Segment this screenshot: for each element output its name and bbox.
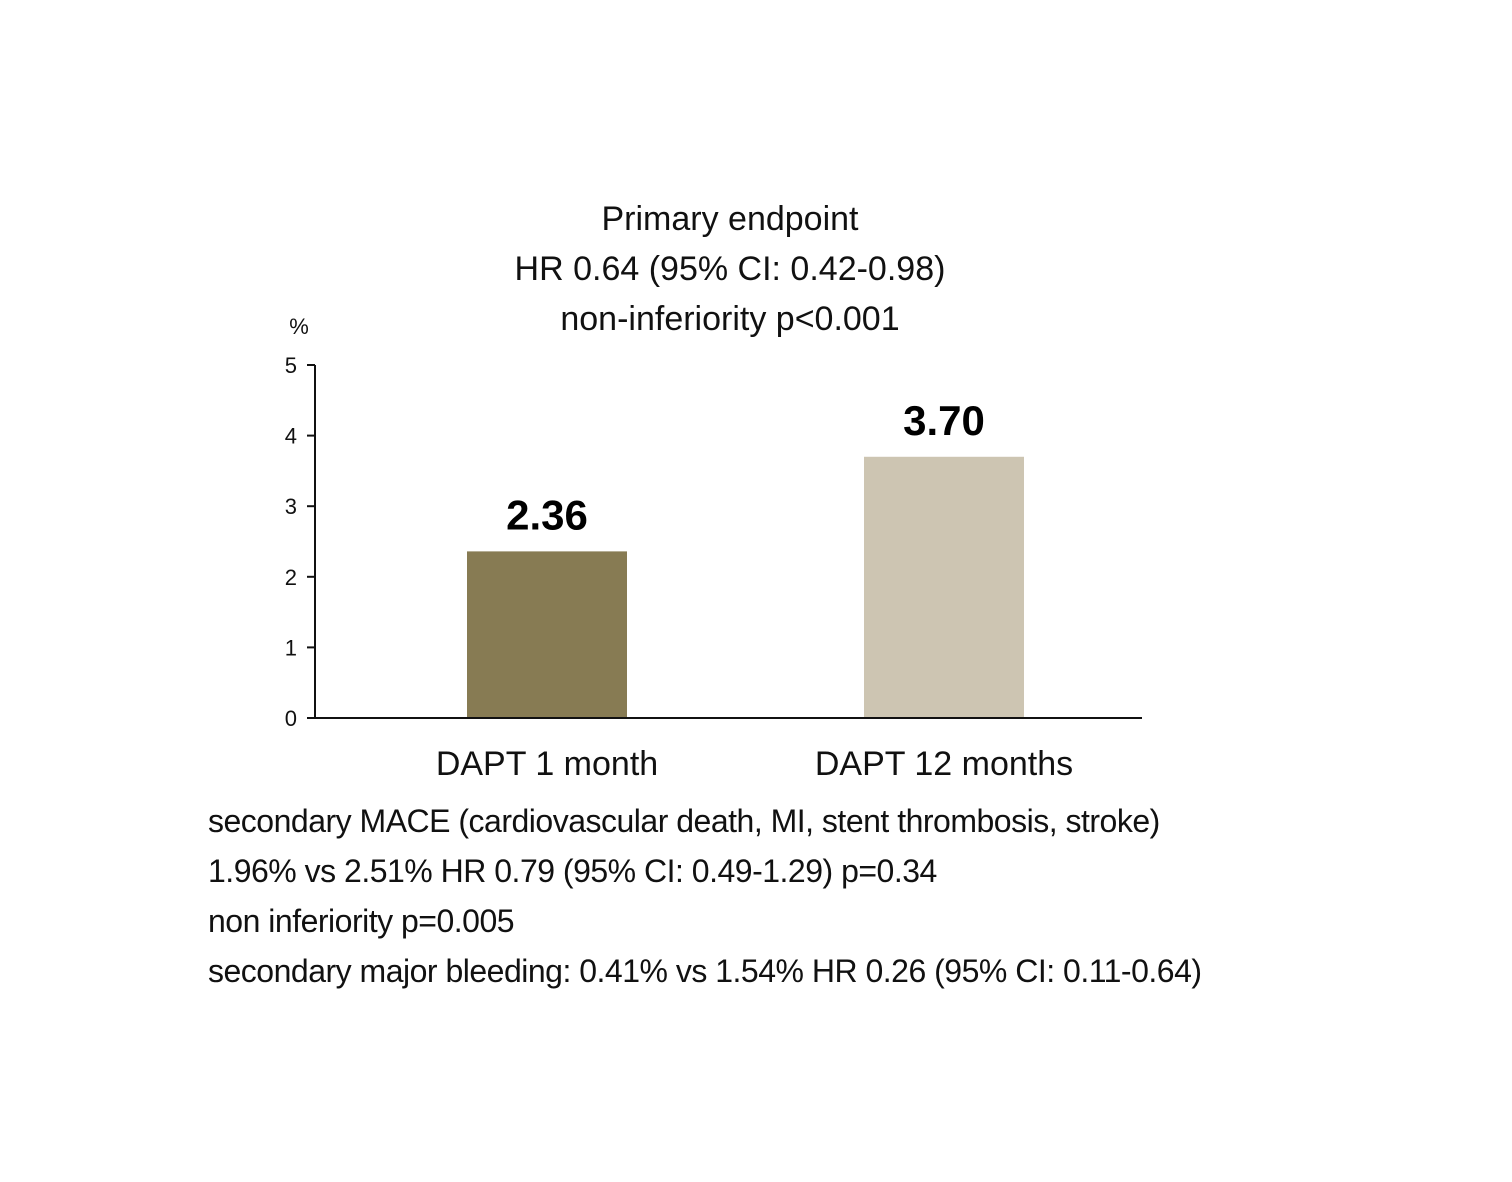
- chart-title-line: HR 0.64 (95% CI: 0.42-0.98): [515, 250, 946, 288]
- bar-value-label: 3.70: [903, 397, 985, 444]
- footnotes: secondary MACE (cardiovascular death, MI…: [208, 796, 1488, 996]
- y-axis-unit-label: %: [289, 314, 309, 339]
- bar-value-label: 2.36: [506, 491, 588, 538]
- bar-1: [467, 551, 627, 718]
- y-tick-label: 3: [285, 494, 297, 519]
- y-tick-label: 1: [285, 635, 297, 660]
- note-line: secondary MACE (cardiovascular death, MI…: [208, 803, 1160, 839]
- y-tick-label: 4: [285, 424, 297, 449]
- note-line: 1.96% vs 2.51% HR 0.79 (95% CI: 0.49-1.2…: [208, 853, 937, 889]
- note-line: secondary major bleeding: 0.41% vs 1.54%…: [208, 953, 1202, 989]
- chart-title-line: Primary endpoint: [601, 200, 859, 238]
- x-category-label: DAPT 1 month: [436, 745, 658, 783]
- note-line: non inferiority p=0.005: [208, 903, 515, 939]
- bar-2: [864, 456, 1024, 718]
- y-tick-label: 0: [285, 706, 297, 731]
- y-axis-ticks: 0 1 2 3 4 5: [285, 353, 315, 731]
- chart-title-line: non-inferiority p<0.001: [560, 300, 899, 338]
- chart-title: Primary endpoint HR 0.64 (95% CI: 0.42-0.…: [515, 200, 946, 338]
- bars: [467, 456, 1024, 718]
- category-labels: DAPT 1 month DAPT 12 months: [436, 745, 1073, 783]
- y-tick-label: 5: [285, 353, 297, 378]
- y-tick-label: 2: [285, 565, 297, 590]
- value-labels: 2.36 3.70: [506, 397, 985, 539]
- axes: [314, 365, 1142, 719]
- x-category-label: DAPT 12 months: [815, 745, 1073, 783]
